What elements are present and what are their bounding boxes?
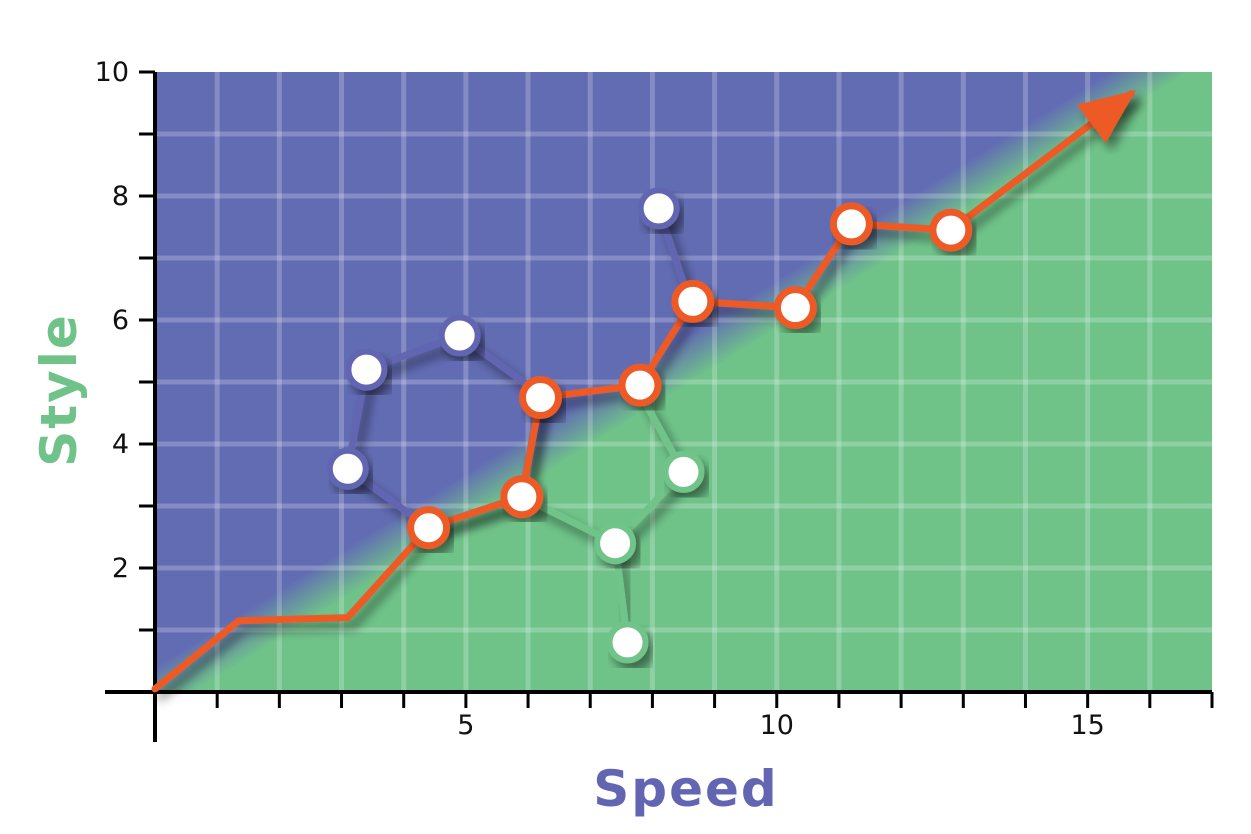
x-tick-label: 15 [1070,710,1104,741]
x-axis-title: Speed [593,760,778,818]
x-tick-label: 10 [760,710,794,741]
series-3-marker [606,621,649,664]
series-4-marker [671,279,715,323]
series-0-marker [345,348,388,391]
axes: 5 10 15 2 4 6 8 10 [95,57,1214,742]
series-2-marker [594,522,637,565]
y-tick-label: 10 [95,57,129,88]
axis-labels: Speed Style [30,313,778,818]
series-0-marker [326,447,369,490]
y-axis-title: Style [30,313,88,467]
series-2-marker [662,450,705,493]
series-0-marker [438,314,481,357]
series-2-line [518,378,687,547]
plot-background [155,72,1212,692]
markers-layer [326,187,973,664]
series-4-marker [618,363,662,407]
series-4-marker [929,208,973,252]
y-tick-label: 2 [112,553,129,584]
plot-area [155,72,1212,692]
series-4-marker [407,506,451,550]
y-tick-label: 6 [112,305,129,336]
series-1-marker [637,187,680,230]
x-tick-label: 5 [457,710,474,741]
series-4-arrowhead [1076,90,1136,144]
series-4-marker [518,376,562,419]
series-4-marker [829,202,873,246]
y-tick-label: 8 [112,181,129,212]
y-tick-label: 4 [112,429,129,460]
series-4-marker [500,475,544,519]
series-4-marker [773,286,817,330]
